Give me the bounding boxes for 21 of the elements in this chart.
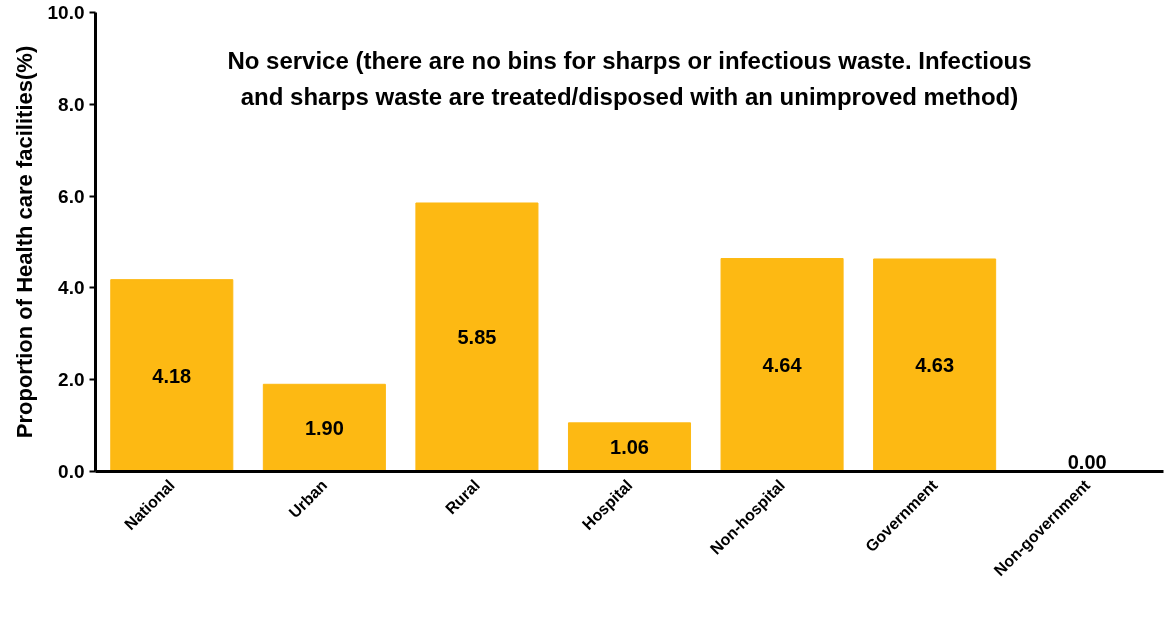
data-label: 0.00 (1067, 450, 1107, 473)
y-tick-label: 10.0 (47, 2, 85, 23)
data-label: 4.64 (762, 354, 803, 377)
y-tick-label: 2.0 (58, 369, 85, 391)
bar (262, 383, 386, 472)
y-tick-label: 6.0 (58, 185, 85, 207)
bar (873, 258, 997, 472)
y-tick-label: 0.0 (58, 461, 85, 482)
text: No service (there are no bins for sharps or infectious waste. Infectious and sharps waste are treated/disposed with an unimproved method) (227, 47, 1032, 111)
data-label: 4.63 (915, 354, 955, 377)
y-tick-label: 8.0 (58, 93, 85, 115)
y-tick-label: 4.0 (58, 277, 85, 299)
data-label: 1.06 (610, 436, 649, 459)
bar (720, 258, 844, 472)
bar (567, 422, 692, 472)
y-axis-title: Proportion of Health care facilities(%) (11, 45, 37, 439)
bar (110, 279, 234, 472)
data-label: 1.90 (304, 416, 344, 439)
bar (415, 202, 539, 472)
data-label: 5.85 (457, 326, 497, 349)
data-label: 4.18 (152, 364, 192, 387)
